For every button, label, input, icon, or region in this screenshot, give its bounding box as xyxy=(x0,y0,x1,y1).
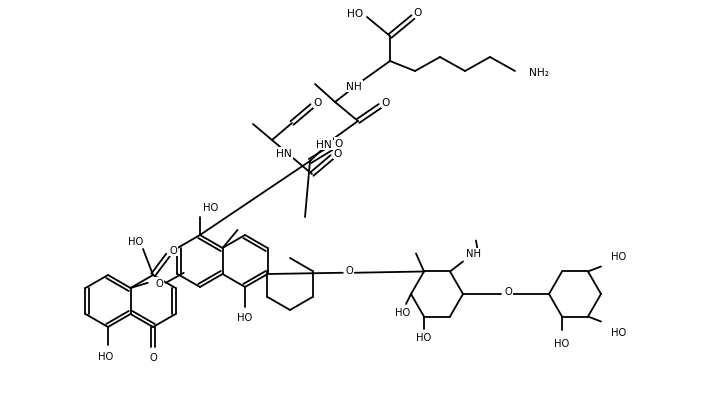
Text: O: O xyxy=(156,278,163,288)
Text: HN: HN xyxy=(316,139,332,150)
Text: NH: NH xyxy=(346,82,362,92)
Text: HN: HN xyxy=(276,148,292,159)
Text: O: O xyxy=(382,98,390,108)
Text: NH: NH xyxy=(466,249,481,259)
Text: O: O xyxy=(334,148,342,159)
Text: HO: HO xyxy=(237,312,252,322)
Text: HO: HO xyxy=(611,252,626,262)
Text: O: O xyxy=(335,139,343,148)
Text: NH₂: NH₂ xyxy=(529,68,549,78)
Text: O: O xyxy=(314,98,322,108)
Text: O: O xyxy=(149,352,157,362)
Text: HO: HO xyxy=(128,236,143,246)
Text: HO: HO xyxy=(611,327,626,337)
Text: HO: HO xyxy=(396,307,411,317)
Text: HO: HO xyxy=(416,332,431,342)
Text: O: O xyxy=(414,8,422,18)
Text: HO: HO xyxy=(203,202,218,213)
Text: HO: HO xyxy=(555,338,570,348)
Text: O: O xyxy=(346,265,354,275)
Text: HO: HO xyxy=(98,351,113,361)
Text: O: O xyxy=(504,286,512,296)
Text: HO: HO xyxy=(347,9,363,19)
Text: O: O xyxy=(169,245,177,255)
